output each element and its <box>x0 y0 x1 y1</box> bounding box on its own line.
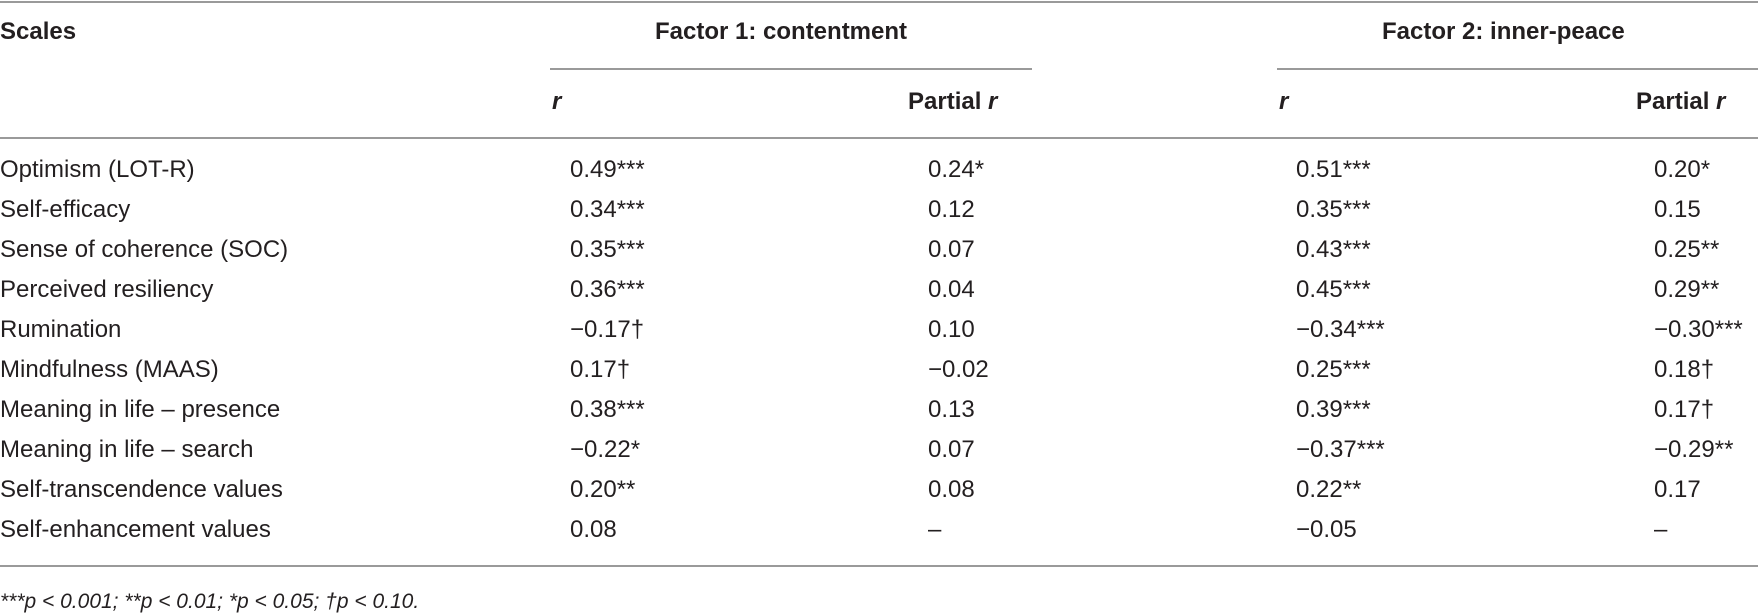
header-factor1: Factor 1: contentment <box>655 18 908 45</box>
cell-f1-partial: – <box>928 516 942 543</box>
cell-f2-r: −0.34*** <box>1296 316 1385 343</box>
cell-f2-partial: 0.29** <box>1654 276 1720 303</box>
cell-scale: Meaning in life – presence <box>0 396 281 423</box>
cell-f1-r: 0.08 <box>570 516 617 543</box>
cell-f1-r: 0.49*** <box>570 156 645 183</box>
table-footnote: ***p < 0.001; **p < 0.01; *p < 0.05; †p … <box>0 590 420 613</box>
cell-f2-r: −0.05 <box>1296 516 1357 543</box>
header-f1-partial-label: Partial <box>908 88 982 115</box>
cell-scale: Meaning in life – search <box>0 436 254 463</box>
cell-scale: Perceived resiliency <box>0 276 214 303</box>
cell-f1-r: 0.17† <box>570 356 631 383</box>
cell-f2-r: −0.37*** <box>1296 436 1385 463</box>
cell-scale: Rumination <box>0 316 122 343</box>
cell-f1-r: −0.22* <box>570 436 641 463</box>
cell-scale: Self-transcendence values <box>0 476 283 503</box>
table-row: Optimism (LOT-R) 0.49*** 0.24* 0.51*** 0… <box>0 150 1758 190</box>
header-f2-partial-r: Partial r <box>1636 88 1725 116</box>
cell-scale: Mindfulness (MAAS) <box>0 356 219 383</box>
factor1-group-rule <box>550 68 1032 70</box>
header-f1-r: r <box>552 88 562 115</box>
cell-f2-partial: – <box>1654 516 1668 543</box>
cell-f1-partial: 0.13 <box>928 396 975 423</box>
cell-f1-r: 0.36*** <box>570 276 645 303</box>
table-row: Self-efficacy 0.34*** 0.12 0.35*** 0.15 <box>0 190 1758 230</box>
cell-f2-r: 0.35*** <box>1296 196 1371 223</box>
table-row: Self-transcendence values 0.20** 0.08 0.… <box>0 470 1758 510</box>
table-row: Rumination −0.17† 0.10 −0.34*** −0.30*** <box>0 310 1758 350</box>
cell-f2-r: 0.25*** <box>1296 356 1371 383</box>
cell-f1-partial: 0.04 <box>928 276 975 303</box>
cell-f2-r: 0.45*** <box>1296 276 1371 303</box>
cell-f1-partial: −0.02 <box>928 356 989 383</box>
cell-f2-r: 0.39*** <box>1296 396 1371 423</box>
table-row: Mindfulness (MAAS) 0.17† −0.02 0.25*** 0… <box>0 350 1758 390</box>
cell-f2-partial: −0.30*** <box>1654 316 1743 343</box>
table-row: Self-enhancement values 0.08 – −0.05 – <box>0 510 1758 550</box>
cell-f2-partial: −0.29** <box>1654 436 1734 463</box>
cell-f2-partial: 0.20* <box>1654 156 1711 183</box>
cell-scale: Sense of coherence (SOC) <box>0 236 289 263</box>
cell-f1-partial: 0.07 <box>928 436 975 463</box>
table-row: Meaning in life – presence 0.38*** 0.13 … <box>0 390 1758 430</box>
cell-f1-r: −0.17† <box>570 316 645 343</box>
header-bottom-rule <box>0 137 1758 139</box>
cell-f2-r: 0.43*** <box>1296 236 1371 263</box>
cell-f1-partial: 0.07 <box>928 236 975 263</box>
header-scales: Scales <box>0 18 77 45</box>
header-f1-partial-r: Partial r <box>908 88 997 116</box>
header-f1-partial-r-symbol: r <box>988 88 998 115</box>
table-row: Perceived resiliency 0.36*** 0.04 0.45**… <box>0 270 1758 310</box>
header-f2-r: r <box>1279 88 1289 115</box>
cell-f1-partial: 0.08 <box>928 476 975 503</box>
cell-f1-partial: 0.10 <box>928 316 975 343</box>
cell-f2-partial: 0.15 <box>1654 196 1701 223</box>
cell-f2-r: 0.22** <box>1296 476 1362 503</box>
cell-f1-partial: 0.12 <box>928 196 975 223</box>
table-row: Meaning in life – search −0.22* 0.07 −0.… <box>0 430 1758 470</box>
header-f2-partial-label: Partial <box>1636 88 1710 115</box>
cell-f2-partial: 0.25** <box>1654 236 1720 263</box>
cell-scale: Optimism (LOT-R) <box>0 156 195 183</box>
cell-f1-r: 0.38*** <box>570 396 645 423</box>
header-f2-partial-r-symbol: r <box>1716 88 1726 115</box>
table-bottom-rule <box>0 565 1758 567</box>
cell-f2-partial: 0.17 <box>1654 476 1701 503</box>
cell-f2-partial: 0.17† <box>1654 396 1715 423</box>
cell-f2-r: 0.51*** <box>1296 156 1371 183</box>
header-factor2: Factor 2: inner-peace <box>1382 18 1625 45</box>
cell-f1-r: 0.35*** <box>570 236 645 263</box>
table-top-rule <box>0 1 1758 3</box>
table-row: Sense of coherence (SOC) 0.35*** 0.07 0.… <box>0 230 1758 270</box>
cell-scale: Self-enhancement values <box>0 516 271 543</box>
cell-scale: Self-efficacy <box>0 196 131 223</box>
cell-f2-partial: 0.18† <box>1654 356 1715 383</box>
cell-f1-partial: 0.24* <box>928 156 985 183</box>
factor2-group-rule <box>1277 68 1758 70</box>
cell-f1-r: 0.34*** <box>570 196 645 223</box>
cell-f1-r: 0.20** <box>570 476 636 503</box>
